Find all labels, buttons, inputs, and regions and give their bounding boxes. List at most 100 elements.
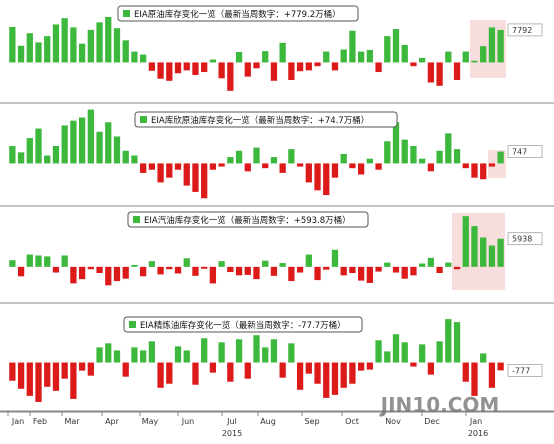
bar [113,28,121,63]
bar [52,266,60,273]
bar [201,338,208,363]
bar [244,266,251,275]
bar [497,362,504,371]
bar [288,266,295,282]
bar [453,62,461,80]
bar [174,266,182,274]
bar [44,155,51,164]
bar [305,254,312,267]
bar [183,163,190,186]
bar [453,266,461,270]
bar [497,151,504,164]
value-label-box [507,364,543,377]
bar [253,266,260,280]
bar [174,346,182,363]
value-label: -777 [512,366,530,375]
bar [218,342,225,363]
bar [410,362,417,367]
bar [78,266,86,280]
bar [384,141,391,164]
bar [209,59,217,63]
bar [384,36,391,63]
bar [453,149,461,164]
bar [349,362,356,384]
bar [105,16,112,63]
year-label: 2016 [468,429,488,438]
bar [340,362,347,388]
x-tick-label: Feb [33,417,47,426]
bar [401,44,408,63]
bar [270,157,278,164]
bar [70,27,77,63]
bar [279,42,286,63]
highlight [452,213,505,290]
bar [61,255,68,267]
bar [262,163,269,169]
bar [436,266,443,273]
bar [262,260,269,267]
bar [419,263,426,267]
x-tick-label: Apr [105,417,120,426]
bar [436,150,443,164]
bar [44,362,51,387]
bar [279,263,286,267]
bar [218,261,225,267]
bar [401,342,408,363]
value-label-box [507,232,543,246]
bar [209,362,217,373]
bar [52,362,60,391]
x-tick-label: Jan [469,417,482,426]
bar [253,147,260,164]
x-tick-label: Jul [226,417,237,426]
legend-swatch [123,10,130,17]
legend-swatch [140,116,147,123]
bar [410,146,417,164]
bar [17,266,25,277]
bar [96,266,103,273]
bar [253,62,260,69]
bar [340,49,347,63]
bar [497,238,504,267]
bar [166,266,173,270]
bar [227,362,234,382]
bar [52,24,60,63]
bar [235,52,243,63]
bar [122,150,129,164]
bar [253,335,260,363]
bar [87,362,94,376]
bar [9,362,16,381]
bar [366,49,373,63]
bar [9,260,16,267]
bar [44,36,51,63]
bar [174,163,182,170]
bar [427,62,435,83]
legend-box [127,211,369,228]
bar [279,362,286,378]
bar [96,22,103,63]
x-tick-label: Sep [304,417,319,426]
bar [26,254,33,267]
bar [61,18,68,63]
legend-box [134,111,398,128]
bar [140,163,147,173]
bar [410,62,417,67]
bar [174,62,182,74]
bar [288,343,295,363]
bar [401,139,408,164]
bar [314,362,321,384]
bar [357,362,365,371]
bar [192,266,199,276]
bar [497,29,504,63]
bar [140,350,147,363]
bar [35,255,42,267]
bar [366,266,373,283]
legend-label: EIA精炼油库存变化一览（最新当周数字：-77.7万桶） [140,320,346,331]
bar [87,109,94,164]
bar [70,120,77,164]
bar [166,362,173,384]
bar [305,362,312,374]
bar [26,362,33,396]
bar [323,362,330,398]
value-label-box [507,145,543,158]
bar [70,266,77,284]
